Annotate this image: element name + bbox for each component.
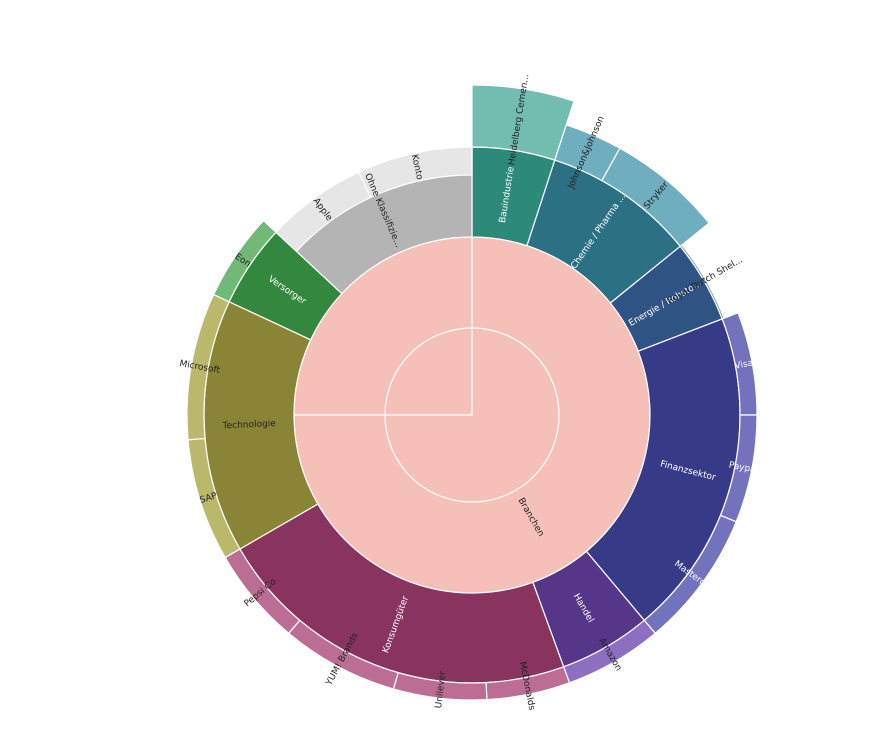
sunburst-segments: [186, 84, 758, 701]
label-technologie: Technologie: [221, 419, 276, 431]
segment-konto[interactable]: [357, 146, 473, 199]
label-visa: Visa: [734, 358, 754, 371]
inner-ring-outline: [384, 327, 560, 503]
label-unilever: Unilever: [434, 670, 448, 709]
segment-stryker[interactable]: [601, 147, 710, 248]
